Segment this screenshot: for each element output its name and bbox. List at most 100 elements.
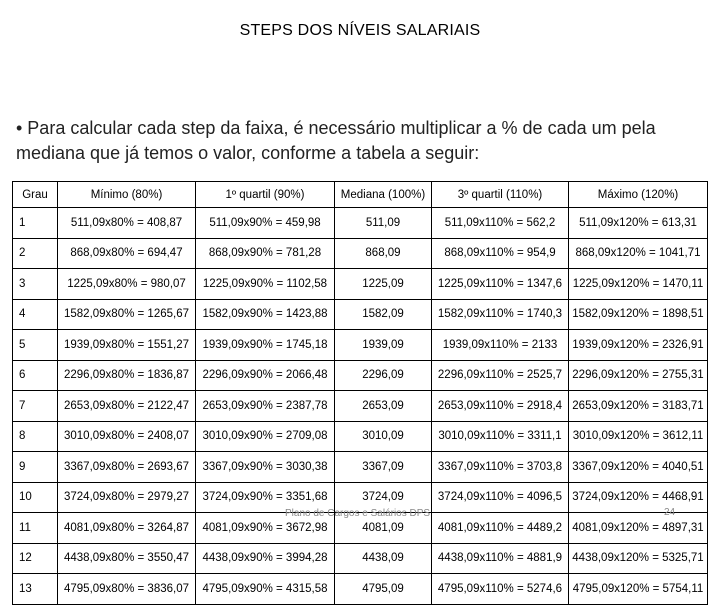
mediana-cell: 2296,09	[334, 359, 432, 391]
intro-paragraph: • Para calcular cada step da faixa, é ne…	[16, 118, 656, 163]
mediana-cell: 1939,09	[334, 329, 432, 361]
grau-cell: 11	[12, 512, 58, 544]
quartil-3-cell: 4081,09x110% = 4489,2	[431, 512, 569, 544]
quartil-1-cell: 3010,09x90% = 2709,08	[195, 420, 335, 452]
maximo-cell: 868,09x120% = 1041,71	[568, 237, 708, 269]
maximo-cell: 3367,09x120% = 4040,51	[568, 451, 708, 483]
grau-cell: 12	[12, 542, 58, 574]
grau-cell: 4	[12, 298, 58, 330]
header-grau: Grau	[12, 181, 58, 208]
quartil-1-cell: 4438,09x90% = 3994,28	[195, 542, 335, 574]
minimo-cell: 4438,09x80% = 3550,47	[57, 542, 196, 574]
quartil-3-cell: 3724,09x110% = 4096,5	[431, 481, 569, 513]
mediana-cell: 4438,09	[334, 542, 432, 574]
quartil-1-cell: 4795,09x90% = 4315,58	[195, 573, 335, 605]
salary-steps-table: Grau Mínimo (80%) 1º quartil (90%) Media…	[12, 181, 708, 605]
quartil-3-cell: 3010,09x110% = 3311,1	[431, 420, 569, 452]
table-row: 9 3367,09x80% = 2693,67 3367,09x90% = 3030…	[12, 451, 708, 483]
maximo-cell: 1582,09x120% = 1898,51	[568, 298, 708, 330]
grau-cell: 8	[12, 420, 58, 452]
grau-cell: 13	[12, 573, 58, 605]
mediana-cell: 3724,09	[334, 481, 432, 513]
grau-cell: 10	[12, 481, 58, 513]
grau-cell: 6	[12, 359, 58, 391]
minimo-cell: 1582,09x80% = 1265,67	[57, 298, 196, 330]
quartil-3-cell: 4438,09x110% = 4881,9	[431, 542, 569, 574]
quartil-1-cell: 1939,09x90% = 1745,18	[195, 329, 335, 361]
quartil-3-cell: 2653,09x110% = 2918,4	[431, 390, 569, 422]
mediana-cell: 4795,09	[334, 573, 432, 605]
mediana-cell: 1225,09	[334, 268, 432, 300]
quartil-3-cell: 868,09x110% = 954,9	[431, 237, 569, 269]
quartil-1-cell: 2653,09x90% = 2387,78	[195, 390, 335, 422]
table-row: 3 1225,09x80% = 980,07 1225,09x90% = 1102,…	[12, 268, 708, 300]
page-number: 24	[664, 507, 676, 518]
quartil-3-cell: 1939,09x110% = 2133	[431, 329, 569, 361]
table-row: 10 3724,09x80% = 2979,27 3724,09x90% = 335…	[12, 481, 708, 513]
maximo-cell: 2653,09x120% = 3183,71	[568, 390, 708, 422]
quartil-1-cell: 2296,09x90% = 2066,48	[195, 359, 335, 391]
quartil-3-cell: 1225,09x110% = 1347,6	[431, 268, 569, 300]
mediana-cell: 1582,09	[334, 298, 432, 330]
grau-cell: 2	[12, 237, 58, 269]
table-row: 6 2296,09x80% = 1836,87 2296,09x90% = 2066…	[12, 359, 708, 391]
page-title: STEPS DOS NÍVEIS SALARIAIS	[239, 22, 481, 39]
table-row: 4 1582,09x80% = 1265,67 1582,09x90% = 1423…	[12, 298, 708, 330]
table-body: 1 511,09x80% = 408,87 511,09x90% = 459,98 5…	[12, 207, 708, 605]
header-maximo: Máximo (120%)	[568, 181, 708, 208]
table-row: 8 3010,09x80% = 2408,07 3010,09x90% = 2709…	[12, 420, 708, 452]
grau-cell: 7	[12, 390, 58, 422]
minimo-cell: 1939,09x80% = 1551,27	[57, 329, 196, 361]
maximo-cell: 4795,09x120% = 5754,11	[568, 573, 708, 605]
maximo-cell: 4438,09x120% = 5325,71	[568, 542, 708, 574]
minimo-cell: 3367,09x80% = 2693,67	[57, 451, 196, 483]
header-minimo: Mínimo (80%)	[57, 181, 196, 208]
minimo-cell: 4795,09x80% = 3836,07	[57, 573, 196, 605]
table-row: 1 511,09x80% = 408,87 511,09x90% = 459,98 5…	[12, 207, 708, 239]
minimo-cell: 868,09x80% = 694,47	[57, 237, 196, 269]
mediana-cell: 3010,09	[334, 420, 432, 452]
mediana-cell: 868,09	[334, 237, 432, 269]
header-mediana: Mediana (100%)	[334, 181, 432, 208]
grau-cell: 3	[12, 268, 58, 300]
minimo-cell: 1225,09x80% = 980,07	[57, 268, 196, 300]
table-row: 13 4795,09x80% = 3836,07 4795,09x90% = 431…	[12, 573, 708, 605]
quartil-1-cell: 1225,09x90% = 1102,58	[195, 268, 335, 300]
maximo-cell: 2296,09x120% = 2755,31	[568, 359, 708, 391]
quartil-3-cell: 1582,09x110% = 1740,3	[431, 298, 569, 330]
grau-cell: 5	[12, 329, 58, 361]
grau-cell: 9	[12, 451, 58, 483]
table-row: 11 4081,09x80% = 3264,87 4081,09x90% = 367…	[12, 512, 708, 544]
mediana-cell: 3367,09	[334, 451, 432, 483]
quartil-3-cell: 511,09x110% = 562,2	[431, 207, 569, 239]
quartil-3-cell: 2296,09x110% = 2525,7	[431, 359, 569, 391]
mediana-cell: 511,09	[334, 207, 432, 239]
grau-cell: 1	[12, 207, 58, 239]
table-row: 5 1939,09x80% = 1551,27 1939,09x90% = 1745…	[12, 329, 708, 361]
minimo-cell: 4081,09x80% = 3264,87	[57, 512, 196, 544]
table-row: 12 4438,09x80% = 3550,47 4438,09x90% = 399…	[12, 542, 708, 574]
mediana-cell: 2653,09	[334, 390, 432, 422]
quartil-1-cell: 868,09x90% = 781,28	[195, 237, 335, 269]
maximo-cell: 3724,09x120% = 4468,91	[568, 481, 708, 513]
minimo-cell: 2653,09x80% = 2122,47	[57, 390, 196, 422]
quartil-1-cell: 1582,09x90% = 1423,88	[195, 298, 335, 330]
quartil-1-cell: 3367,09x90% = 3030,38	[195, 451, 335, 483]
header-3-quartil: 3º quartil (110%)	[431, 181, 569, 208]
quartil-3-cell: 4795,09x110% = 5274,6	[431, 573, 569, 605]
quartil-3-cell: 3367,09x110% = 3703,8	[431, 451, 569, 483]
minimo-cell: 511,09x80% = 408,87	[57, 207, 196, 239]
maximo-cell: 1939,09x120% = 2326,91	[568, 329, 708, 361]
minimo-cell: 3010,09x80% = 2408,07	[57, 420, 196, 452]
minimo-cell: 2296,09x80% = 1836,87	[57, 359, 196, 391]
table-row: 7 2653,09x80% = 2122,47 2653,09x90% = 2387…	[12, 390, 708, 422]
table-row: 2 868,09x80% = 694,47 868,09x90% = 781,28 8…	[12, 237, 708, 269]
table-header-row: Grau Mínimo (80%) 1º quartil (90%) Media…	[12, 181, 708, 208]
maximo-cell: 511,09x120% = 613,31	[568, 207, 708, 239]
maximo-cell: 4081,09x120% = 4897,31	[568, 512, 708, 544]
header-1-quartil: 1º quartil (90%)	[195, 181, 335, 208]
footer-text: Plano de Cargos e Salários DPS	[285, 508, 431, 519]
quartil-1-cell: 511,09x90% = 459,98	[195, 207, 335, 239]
maximo-cell: 1225,09x120% = 1470,11	[568, 268, 708, 300]
minimo-cell: 3724,09x80% = 2979,27	[57, 481, 196, 513]
